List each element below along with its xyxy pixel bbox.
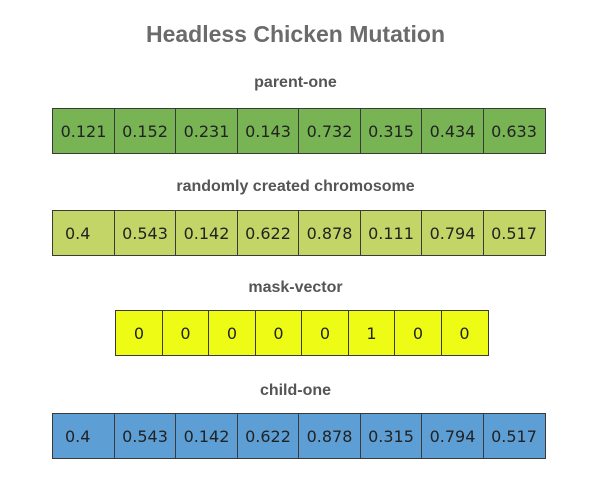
mask-bit-5: 0	[301, 310, 349, 356]
mask-bit-7: 0	[394, 310, 442, 356]
random-gene-7: 0.794	[421, 210, 484, 256]
mask-bit-8: 0	[441, 310, 489, 356]
child-gene-1: 0.4	[52, 413, 115, 459]
parent-gene-4: 0.143	[237, 108, 300, 154]
mask-vector-label: mask-vector	[0, 278, 591, 298]
parent-gene-1: 0.121	[52, 108, 115, 154]
parent-gene-6: 0.315	[360, 108, 423, 154]
parent-gene-8: 0.633	[483, 108, 546, 154]
child-gene-8: 0.517	[483, 413, 546, 459]
child-gene-6: 0.315	[360, 413, 423, 459]
child-gene-4: 0.622	[237, 413, 300, 459]
mask-bit-3: 0	[208, 310, 256, 356]
random-gene-6: 0.111	[360, 210, 423, 256]
child-gene-5: 0.878	[298, 413, 361, 459]
parent-one-label: parent-one	[0, 73, 591, 93]
mask-vector: 0 0 0 0 0 1 0 0	[115, 310, 489, 356]
child-gene-3: 0.142	[175, 413, 238, 459]
parent-one-chromosome: 0.121 0.152 0.231 0.143 0.732 0.315 0.43…	[52, 108, 546, 154]
random-gene-2: 0.543	[114, 210, 177, 256]
diagram-title: Headless Chicken Mutation	[0, 19, 591, 49]
random-chromosome: 0.4 0.543 0.142 0.622 0.878 0.111 0.794 …	[52, 210, 546, 256]
child-one-label: child-one	[0, 381, 591, 401]
parent-gene-2: 0.152	[114, 108, 177, 154]
parent-gene-7: 0.434	[421, 108, 484, 154]
mask-bit-1: 0	[115, 310, 163, 356]
parent-gene-3: 0.231	[175, 108, 238, 154]
parent-gene-5: 0.732	[298, 108, 361, 154]
random-chromosome-label: randomly created chromosome	[0, 177, 591, 197]
child-gene-7: 0.794	[421, 413, 484, 459]
child-one-chromosome: 0.4 0.543 0.142 0.622 0.878 0.315 0.794 …	[52, 413, 546, 459]
mask-bit-4: 0	[255, 310, 303, 356]
child-gene-2: 0.543	[114, 413, 177, 459]
random-gene-8: 0.517	[483, 210, 546, 256]
random-gene-4: 0.622	[237, 210, 300, 256]
random-gene-1: 0.4	[52, 210, 115, 256]
random-gene-5: 0.878	[298, 210, 361, 256]
mask-bit-2: 0	[162, 310, 210, 356]
random-gene-3: 0.142	[175, 210, 238, 256]
mask-bit-6: 1	[348, 310, 396, 356]
